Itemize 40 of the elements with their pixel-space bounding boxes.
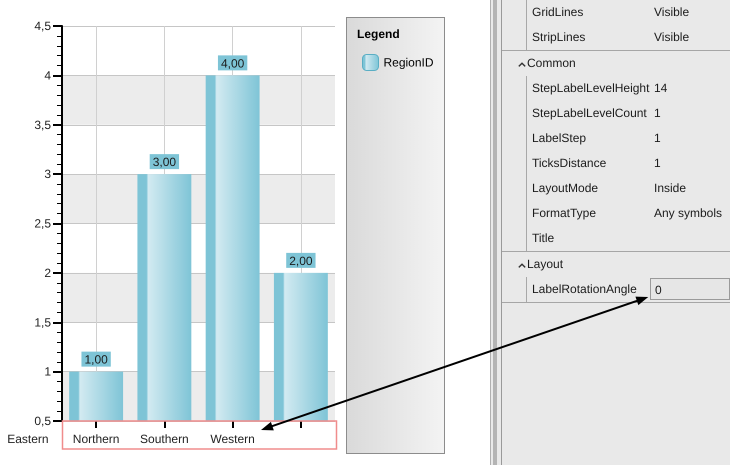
category-label: GridLines	[532, 4, 584, 21]
text: 14	[654, 80, 668, 97]
category-label: LabelStep	[532, 130, 586, 147]
data-label: 4,00	[220, 56, 245, 70]
text: Layout	[527, 256, 564, 273]
category-label: TicksDistance	[532, 155, 606, 172]
x-tick-label: Northern	[72, 432, 120, 446]
y-tick-label: 1,5	[34, 315, 52, 330]
text-field: 0	[650, 278, 730, 300]
text: Eastern	[7, 432, 49, 446]
text: 1	[654, 105, 661, 122]
y-tick-label: 1	[44, 364, 52, 379]
text: Visible	[654, 4, 690, 21]
text: Visible	[654, 29, 690, 46]
text: Common	[527, 55, 576, 72]
text: 1	[654, 130, 661, 147]
category-label: StepLabelLevelCount	[532, 105, 647, 122]
legend-title: Legend	[357, 27, 400, 41]
data-label: 2,00	[289, 254, 313, 268]
x-tick-label: Southern	[140, 432, 189, 446]
data-label: 1,00	[84, 352, 108, 367]
text: Any symbols	[654, 205, 722, 222]
x-tick-label: Western	[210, 432, 255, 446]
legend-label: RegionID	[384, 56, 434, 70]
category-label: LabelRotationAngle	[532, 281, 637, 298]
y-tick-label: 3	[44, 167, 52, 182]
data-label: 3,00	[152, 155, 176, 170]
y-tick-label: 2	[44, 266, 52, 280]
category-label: StripLines	[532, 29, 586, 46]
category-label: StepLabelLevelHeight	[532, 80, 650, 97]
text: Inside	[654, 180, 686, 197]
y-tick-label: 4,5	[34, 19, 52, 33]
y-tick-label: 3,5	[34, 118, 52, 132]
y-tick-label: 0,5	[34, 414, 52, 428]
category-label: LayoutMode	[532, 180, 598, 197]
category-label: FormatType	[532, 205, 596, 222]
text: 1	[654, 155, 661, 172]
y-tick-label: 4	[44, 68, 52, 82]
category-label: Title	[532, 230, 554, 247]
y-tick-label: 2,5	[34, 216, 52, 230]
